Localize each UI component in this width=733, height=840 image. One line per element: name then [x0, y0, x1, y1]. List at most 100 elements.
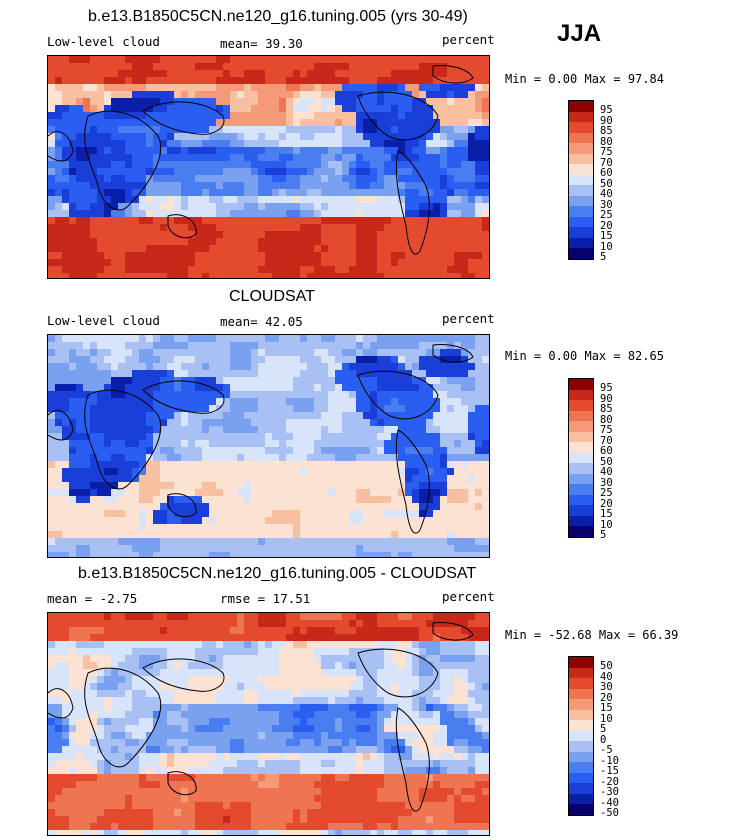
colorbar-level-label: 20 — [600, 219, 613, 232]
colorbar-swatch — [568, 484, 594, 495]
colorbar-swatch — [568, 751, 594, 762]
colorbar-level-label: -20 — [600, 775, 619, 788]
panel-2-map — [47, 334, 490, 558]
colorbar-swatch — [568, 389, 594, 400]
panel-2-minmax: Min = 0.00 Max = 82.65 — [505, 349, 664, 363]
panel-2-colorbar-labels: 95 90 85 80 75 70 60 50 40 30 25 20 15 10 5 — [600, 378, 613, 541]
colorbar-swatch — [568, 227, 594, 238]
colorbar-swatch — [568, 473, 594, 484]
panel-3-title: b.e13.B1850C5CN.ne120_g16.tuning.005 - C… — [78, 565, 477, 582]
colorbar-swatch — [568, 153, 594, 164]
colorbar-level-label: 15 — [600, 702, 613, 714]
colorbar-swatch — [568, 143, 594, 154]
panel-1-mean: mean= 39.30 — [220, 36, 303, 51]
colorbar-level-label: 85 — [600, 125, 613, 137]
colorbar-level-label: 5 — [600, 529, 607, 541]
colorbar-swatch — [568, 526, 594, 538]
colorbar-swatch — [568, 720, 594, 731]
panel-2-variable-label: Low-level cloud — [47, 313, 160, 328]
panel-3-map — [47, 612, 490, 836]
colorbar-swatch — [568, 421, 594, 432]
colorbar-swatch — [568, 463, 594, 474]
panel-3-units: percent — [442, 589, 495, 604]
colorbar-swatch — [568, 762, 594, 773]
colorbar-level-label: 85 — [600, 403, 613, 415]
colorbar-swatch — [568, 494, 594, 505]
colorbar-level-label: -10 — [600, 754, 619, 767]
panel-2-colorbar — [568, 378, 594, 538]
colorbar-level-label: 60 — [600, 167, 613, 179]
colorbar-swatch — [568, 452, 594, 463]
panel-2-mean: mean= 42.05 — [220, 314, 303, 329]
panel-2-units: percent — [442, 311, 495, 326]
colorbar-level-label: 25 — [600, 209, 613, 221]
colorbar-swatch — [568, 772, 594, 783]
colorbar-level-label: 30 — [600, 476, 613, 489]
panel-1-units: percent — [442, 32, 495, 47]
colorbar-level-label: 80 — [600, 413, 613, 426]
colorbar-level-label: -5 — [600, 744, 613, 756]
colorbar-level-label: 50 — [600, 455, 613, 468]
colorbar-swatch — [568, 206, 594, 217]
panel-1-variable-label: Low-level cloud — [47, 34, 160, 49]
colorbar-swatch — [568, 688, 594, 699]
colorbar-level-label: 15 — [600, 230, 613, 242]
colorbar-swatch — [568, 400, 594, 411]
colorbar-level-label: -40 — [600, 796, 619, 809]
panel-3-colorbar-labels: 50 40 30 20 15 10 5 0 -5 -10 -15 -20 -30 -40 -50 — [600, 656, 619, 819]
colorbar-level-label: 30 — [600, 681, 613, 693]
panel-3-minmax: Min = -52.68 Max = 66.39 — [505, 628, 679, 642]
colorbar-level-label: -15 — [600, 765, 619, 777]
colorbar-swatch — [568, 164, 594, 175]
panel-1-colorbar — [568, 100, 594, 260]
season-label: JJA — [557, 20, 602, 47]
colorbar-swatch — [568, 431, 594, 442]
colorbar-swatch — [568, 709, 594, 720]
colorbar-swatch — [568, 515, 594, 526]
colorbar-level-label: 10 — [600, 712, 613, 725]
panel-1-title: b.e13.B1850C5CN.ne120_g16.tuning.005 (yr… — [88, 8, 468, 25]
colorbar-swatch — [568, 100, 594, 112]
colorbar-level-label: 75 — [600, 146, 613, 158]
panel-3-mean: mean = -2.75 — [47, 591, 138, 606]
colorbar-swatch — [568, 730, 594, 741]
colorbar-level-label: 15 — [600, 508, 613, 520]
panel-1-map — [47, 55, 490, 279]
colorbar-swatch — [568, 793, 594, 804]
colorbar-level-label: 50 — [600, 660, 613, 672]
colorbar-swatch — [568, 667, 594, 678]
colorbar-swatch — [568, 195, 594, 206]
colorbar-level-label: 70 — [600, 434, 613, 447]
panel-1-minmax: Min = 0.00 Max = 97.84 — [505, 72, 664, 86]
colorbar-swatch — [568, 132, 594, 143]
colorbar-level-label: 75 — [600, 424, 613, 436]
colorbar-swatch — [568, 216, 594, 227]
panel-2-title: CLOUDSAT — [229, 288, 315, 305]
panel-3-rmse: rmse = 17.51 — [220, 591, 311, 606]
colorbar-swatch — [568, 442, 594, 453]
colorbar-level-label: 50 — [600, 177, 613, 190]
colorbar-level-label: 70 — [600, 156, 613, 169]
colorbar-level-label: 40 — [600, 670, 613, 683]
colorbar-level-label: 25 — [600, 487, 613, 499]
colorbar-level-label: 60 — [600, 445, 613, 457]
colorbar-level-label: 90 — [600, 114, 613, 127]
colorbar-swatch — [568, 174, 594, 185]
colorbar-level-label: 95 — [600, 104, 613, 116]
colorbar-level-label: 90 — [600, 392, 613, 405]
colorbar-swatch — [568, 783, 594, 794]
panel-3-colorbar — [568, 656, 594, 816]
colorbar-level-label: 40 — [600, 466, 613, 478]
colorbar-swatch — [568, 741, 594, 752]
colorbar-swatch — [568, 678, 594, 689]
colorbar-level-label: 5 — [600, 723, 607, 735]
panel-1-colorbar-labels: 95 90 85 80 75 70 60 50 40 30 25 20 15 10 5 — [600, 100, 613, 263]
colorbar-level-label: -30 — [600, 786, 619, 798]
colorbar-level-label: 40 — [600, 188, 613, 200]
colorbar-swatch — [568, 804, 594, 816]
colorbar-swatch — [568, 410, 594, 421]
colorbar-level-label: 5 — [600, 251, 607, 263]
colorbar-swatch — [568, 656, 594, 668]
colorbar-swatch — [568, 111, 594, 122]
colorbar-swatch — [568, 248, 594, 260]
